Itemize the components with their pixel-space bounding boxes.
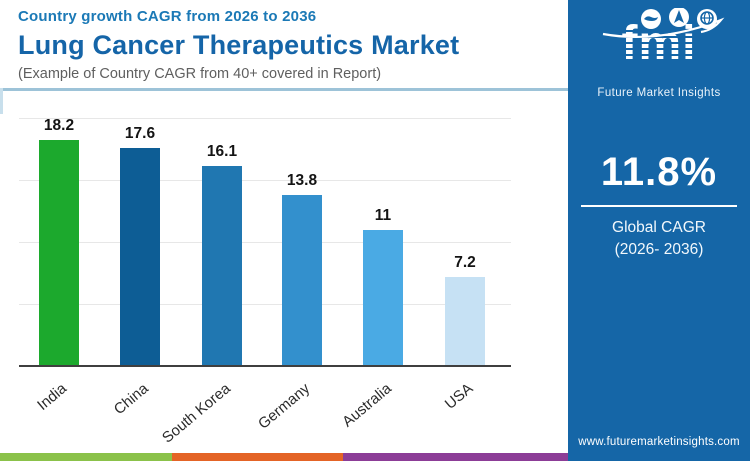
bar-value-usa: 7.2: [454, 253, 476, 271]
bar-australia: [363, 229, 403, 365]
x-label-text-usa: USA: [441, 379, 477, 413]
stat-label-line1: Global CAGR: [612, 219, 706, 236]
gridline-15: [19, 180, 511, 181]
fmi-logo: fmi: [568, 8, 750, 99]
chart-subtitle: (Example of Country CAGR from 40+ covere…: [18, 66, 382, 82]
compass-icon: [669, 8, 689, 27]
header-divider: [0, 88, 568, 91]
bar-value-china: 17.6: [124, 124, 156, 142]
chart-eyebrow: Country growth CAGR from 2026 to 2036: [18, 8, 317, 25]
bar-china: [120, 147, 160, 365]
global-cagr-stat: 11.8% Global CAGR (2026- 2036): [568, 150, 750, 262]
x-label-text-australia: Australia: [338, 379, 395, 431]
bar-value-south-korea: 16.1: [206, 143, 238, 161]
gridline-5: [19, 304, 511, 305]
fmi-logo-art: fmi: [589, 8, 729, 82]
fmi-logo-icons: [602, 8, 725, 38]
left-edge-accent: [0, 88, 3, 114]
fmi-logo-stripe-overlay: [589, 26, 729, 70]
globe-icon: [697, 9, 717, 29]
bar-india: [39, 140, 79, 365]
map-icon: [641, 9, 661, 29]
stat-underline: [581, 205, 737, 207]
x-label-text-south-korea: South Korea: [158, 379, 234, 447]
stripe-orange: [172, 453, 343, 461]
x-axis-line: [19, 365, 511, 367]
stat-label: Global CAGR (2026- 2036): [568, 217, 750, 262]
page-title: Lung Cancer Therapeutics Market: [18, 30, 460, 60]
bar-usa: [445, 276, 485, 365]
sidebar: fmi: [568, 0, 750, 461]
gridline-10: [19, 242, 511, 243]
bar-value-australia: 11: [374, 206, 392, 224]
website-url: www.futuremarketinsights.com: [578, 436, 740, 448]
bar-south-korea: [202, 166, 242, 365]
stripe-purple: [343, 453, 568, 461]
x-label-text-china: China: [110, 379, 152, 419]
header: Country growth CAGR from 2026 to 2036 Lu…: [18, 8, 558, 82]
gridline-20: [19, 118, 511, 119]
x-label-text-india: India: [34, 379, 71, 414]
x-label-text-germany: Germany: [255, 379, 314, 433]
fmi-logo-tagline: Future Market Insights: [597, 87, 721, 99]
bar-value-india: 18.2: [43, 117, 75, 135]
stripe-green: [0, 453, 172, 461]
stat-value: 11.8%: [600, 150, 718, 194]
bar-germany: [282, 194, 322, 365]
stat-label-line2: (2026- 2036): [614, 241, 704, 259]
bar-value-germany: 13.8: [286, 171, 318, 189]
